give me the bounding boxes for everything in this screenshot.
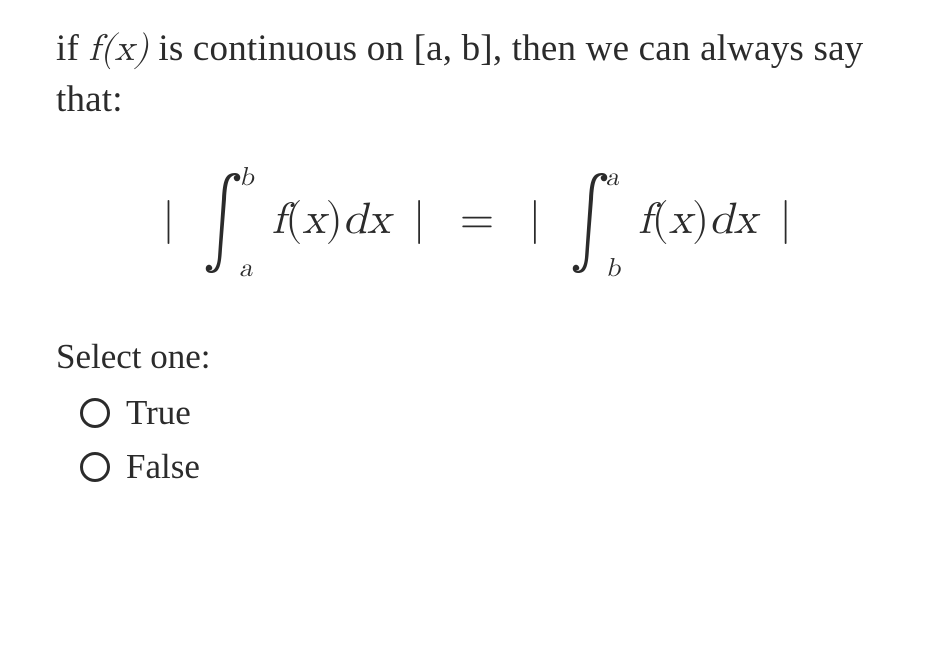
radio-icon[interactable]: [80, 398, 110, 428]
question-stem: if f(x) is continuous on [a, b], then we…: [56, 24, 898, 125]
integral-left: b a: [199, 169, 249, 279]
stem-rest: is continuous on [a, b], then we can alw…: [56, 28, 863, 120]
integrand-right: f(x)dx: [634, 198, 759, 242]
equals-sign: =: [446, 198, 508, 242]
integral-right: a b: [566, 169, 616, 279]
option-label: False: [126, 447, 200, 487]
abs-close-left: |: [407, 198, 431, 242]
abs-close-right: |: [773, 198, 797, 242]
stem-prefix: if: [56, 28, 88, 69]
select-one-label: Select one:: [56, 337, 898, 377]
integral-right-lower: b: [606, 254, 620, 285]
option-false[interactable]: False: [80, 447, 898, 487]
integral-left-lower: a: [239, 254, 252, 285]
radio-icon[interactable]: [80, 452, 110, 482]
abs-open-right: |: [523, 198, 547, 242]
equation: | b a f(x)dx | = | a b f(x)dx |: [56, 169, 898, 279]
integral-left-upper: b: [239, 163, 253, 194]
abs-open-left: |: [156, 198, 180, 242]
option-label: True: [126, 393, 191, 433]
integrand-left: f(x)dx: [268, 198, 393, 242]
integral-right-upper: a: [606, 163, 619, 194]
option-true[interactable]: True: [80, 393, 898, 433]
stem-fx: f(x): [88, 31, 148, 68]
